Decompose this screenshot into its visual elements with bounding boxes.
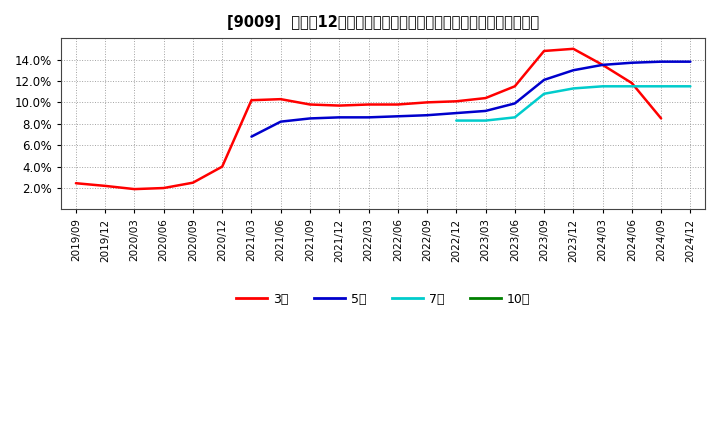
7年 xyxy=(481,118,490,123)
7年 xyxy=(686,84,695,89)
7年 xyxy=(510,115,519,120)
3年 xyxy=(218,164,227,169)
5年 xyxy=(393,114,402,119)
3年 xyxy=(71,180,80,186)
5年 xyxy=(423,113,431,118)
7年 xyxy=(598,84,607,89)
3年 xyxy=(481,95,490,101)
7年 xyxy=(657,84,665,89)
3年 xyxy=(540,48,549,54)
7年 xyxy=(452,118,461,123)
Line: 3年: 3年 xyxy=(76,49,661,189)
3年 xyxy=(657,116,665,121)
Line: 5年: 5年 xyxy=(251,62,690,137)
3年 xyxy=(247,98,256,103)
3年 xyxy=(423,100,431,105)
3年 xyxy=(189,180,197,185)
Title: [9009]  売上高12か月移動合計の対前年同期増減率の標準偏差の推移: [9009] 売上高12か月移動合計の対前年同期増減率の標準偏差の推移 xyxy=(227,15,539,30)
Line: 7年: 7年 xyxy=(456,86,690,121)
3年 xyxy=(510,84,519,89)
5年 xyxy=(306,116,315,121)
3年 xyxy=(306,102,315,107)
5年 xyxy=(569,68,577,73)
5年 xyxy=(510,101,519,106)
5年 xyxy=(686,59,695,64)
7年 xyxy=(569,86,577,91)
7年 xyxy=(628,84,636,89)
3年 xyxy=(335,103,343,108)
3年 xyxy=(364,102,373,107)
3年 xyxy=(628,81,636,86)
5年 xyxy=(335,115,343,120)
5年 xyxy=(628,60,636,66)
3年 xyxy=(569,46,577,51)
5年 xyxy=(657,59,665,64)
3年 xyxy=(598,62,607,67)
5年 xyxy=(452,110,461,116)
5年 xyxy=(247,134,256,139)
5年 xyxy=(598,62,607,67)
3年 xyxy=(101,183,109,188)
5年 xyxy=(481,108,490,114)
5年 xyxy=(364,115,373,120)
5年 xyxy=(540,77,549,83)
3年 xyxy=(130,187,139,192)
3年 xyxy=(452,99,461,104)
3年 xyxy=(159,185,168,191)
3年 xyxy=(276,96,285,102)
3年 xyxy=(393,102,402,107)
Legend: 3年, 5年, 7年, 10年: 3年, 5年, 7年, 10年 xyxy=(231,288,536,311)
5年 xyxy=(276,119,285,124)
7年 xyxy=(540,91,549,96)
